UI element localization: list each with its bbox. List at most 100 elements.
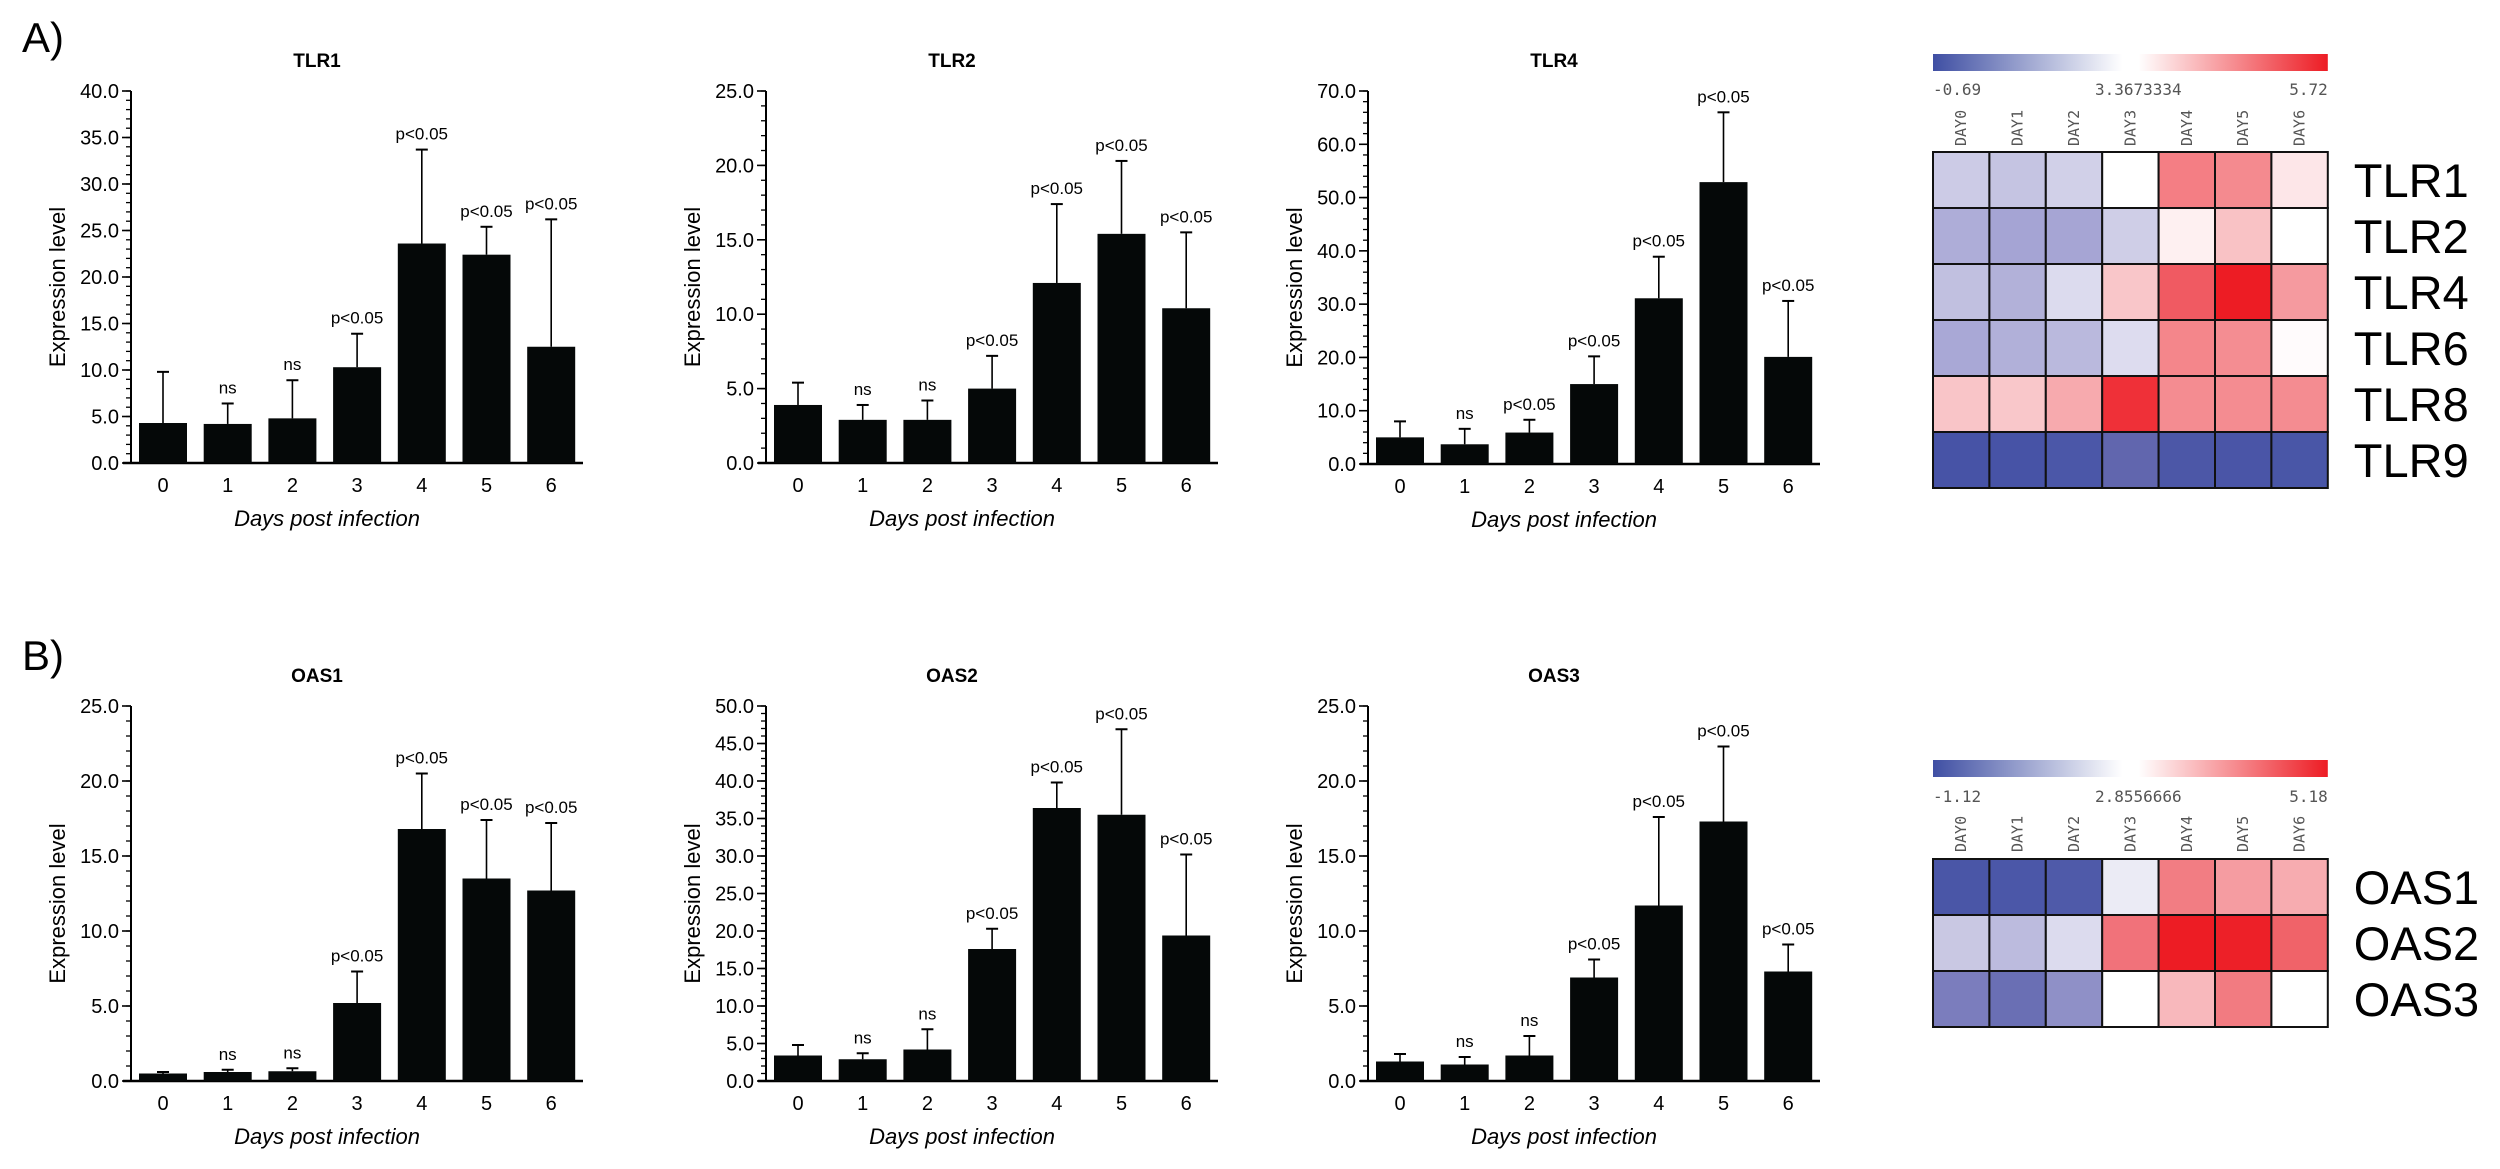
bar	[1699, 821, 1748, 1081]
y-axis-label: Expression level	[45, 207, 70, 367]
x-tick-label: 0	[157, 1093, 168, 1115]
significance-label: p<0.05	[1762, 920, 1814, 939]
row-label: TLR9	[2354, 434, 2469, 487]
y-tick-label: 25.0	[80, 696, 119, 718]
heatmap-cell	[2101, 914, 2160, 972]
x-tick-label: 0	[157, 475, 168, 497]
significance-label: p<0.05	[1095, 704, 1147, 723]
x-axis-label: Days post infection	[869, 506, 1055, 531]
heatmap-cell	[2157, 263, 2217, 321]
y-tick-label: 20.0	[80, 267, 119, 289]
x-tick-label: 6	[546, 475, 557, 497]
row-label: TLR6	[2354, 322, 2469, 375]
significance-label: p<0.05	[460, 202, 512, 221]
y-tick-label: 10.0	[715, 996, 754, 1018]
y-tick-label: 35.0	[80, 128, 119, 150]
y-tick-label: 10.0	[1317, 921, 1356, 943]
bar-chart-tlr2: TLR2 0.0 5.0 10.0 15.0 20.0 25.0 Expression lev…	[680, 51, 1218, 531]
bar-chart-tlr1: TLR1 0.0 5.0 10.0 15.0 20.0 25.0 30.0 35.0 40.0 Ex…	[45, 51, 583, 531]
bar	[1570, 384, 1619, 464]
chart-title: TLR2	[928, 51, 976, 72]
heatmap-cell	[2157, 431, 2217, 489]
significance-label: ns	[1456, 1032, 1474, 1051]
heatmap-cell	[2101, 970, 2160, 1028]
bar	[903, 419, 952, 463]
row-label: OAS2	[2354, 917, 2479, 970]
bar	[1376, 437, 1424, 464]
heatmap-cell	[2270, 970, 2329, 1028]
heatmap-cell	[2157, 207, 2217, 265]
significance-label: p<0.05	[1095, 136, 1147, 155]
heatmap-cell	[2044, 263, 2104, 321]
heatmap-cell	[2101, 375, 2160, 433]
x-tick-label: 2	[287, 1093, 298, 1115]
heatmap-cell	[2101, 431, 2160, 489]
x-tick-label: 4	[416, 1093, 427, 1115]
y-tick-label: 20.0	[1317, 347, 1356, 369]
y-axis-label: Expression level	[680, 207, 705, 367]
significance-label: p<0.05	[1633, 232, 1685, 251]
x-tick-label: 3	[1589, 476, 1600, 498]
significance-label: p<0.05	[331, 309, 383, 328]
colorbar-max-label: 5.72	[2289, 80, 2328, 99]
significance-label: p<0.05	[331, 947, 383, 966]
x-tick-label: 4	[416, 475, 427, 497]
heatmap-cell	[1988, 858, 2047, 916]
x-tick-label: 0	[792, 475, 803, 497]
bar	[462, 878, 511, 1081]
significance-label: ns	[918, 1004, 936, 1023]
heatmap-cell	[1932, 151, 1991, 209]
x-tick-label: 6	[1783, 476, 1794, 498]
y-axis-label: Expression level	[1282, 207, 1307, 367]
significance-label: ns	[283, 355, 301, 374]
significance-label: ns	[219, 378, 237, 397]
heatmap-b: -1.12 2.8556666 5.18 DAY0 DAY1 DAY2 DAY3 DAY4 DA…	[1932, 760, 2479, 1028]
bar	[203, 1072, 252, 1081]
heatmap-cell	[2270, 151, 2329, 209]
x-tick-label: 6	[1181, 475, 1192, 497]
x-axis-label: Days post infection	[234, 506, 420, 531]
heatmap-cell	[2214, 914, 2273, 972]
colorbar-min-label: -1.12	[1933, 787, 1981, 806]
y-tick-label: 50.0	[715, 696, 754, 718]
y-tick-label: 10.0	[1317, 401, 1356, 423]
bar	[968, 949, 1017, 1081]
column-label: DAY4	[2178, 110, 2196, 146]
y-tick-label: 50.0	[1317, 188, 1356, 210]
heatmap-cell	[1932, 375, 1991, 433]
heatmap-cell	[2214, 375, 2273, 433]
bar	[1162, 935, 1211, 1081]
heatmap-cell	[2157, 858, 2217, 916]
significance-label: p<0.05	[1568, 935, 1620, 954]
y-tick-label: 5.0	[91, 996, 119, 1018]
x-tick-label: 2	[1524, 476, 1535, 498]
row-label: OAS1	[2354, 861, 2479, 914]
heatmap-a: -0.69 3.3673334 5.72 DAY0 DAY1 DAY2 DAY3 DAY4 DA…	[1932, 54, 2469, 489]
heatmap-cell	[2101, 858, 2160, 916]
heatmap-cell	[2214, 970, 2273, 1028]
y-tick-label: 5.0	[726, 379, 754, 401]
column-label: DAY3	[2121, 110, 2139, 146]
bar	[838, 1059, 887, 1081]
heatmap-cell	[1932, 319, 1991, 377]
bar	[774, 1055, 822, 1081]
significance-label: p<0.05	[1697, 722, 1749, 741]
bar-chart-oas2: OAS20.05.010.015.020.025.030.035.040.045…	[680, 666, 1218, 1149]
colorbar-min-label: -0.69	[1933, 80, 1981, 99]
y-tick-label: 10.0	[80, 921, 119, 943]
significance-label: ns	[1456, 404, 1474, 423]
y-tick-label: 20.0	[715, 921, 754, 943]
y-tick-label: 5.0	[1328, 996, 1356, 1018]
x-tick-label: 5	[481, 1093, 492, 1115]
y-tick-label: 30.0	[80, 174, 119, 196]
row-label: TLR8	[2354, 378, 2469, 431]
heatmap-cell	[1932, 207, 1991, 265]
heatmap-cell	[1988, 914, 2047, 972]
heatmap-cell	[2044, 375, 2104, 433]
bar	[1505, 1055, 1554, 1081]
y-tick-label: 45.0	[715, 734, 754, 756]
column-label: DAY1	[2009, 816, 2027, 852]
bar	[1440, 1064, 1489, 1081]
x-tick-label: 3	[987, 1093, 998, 1115]
